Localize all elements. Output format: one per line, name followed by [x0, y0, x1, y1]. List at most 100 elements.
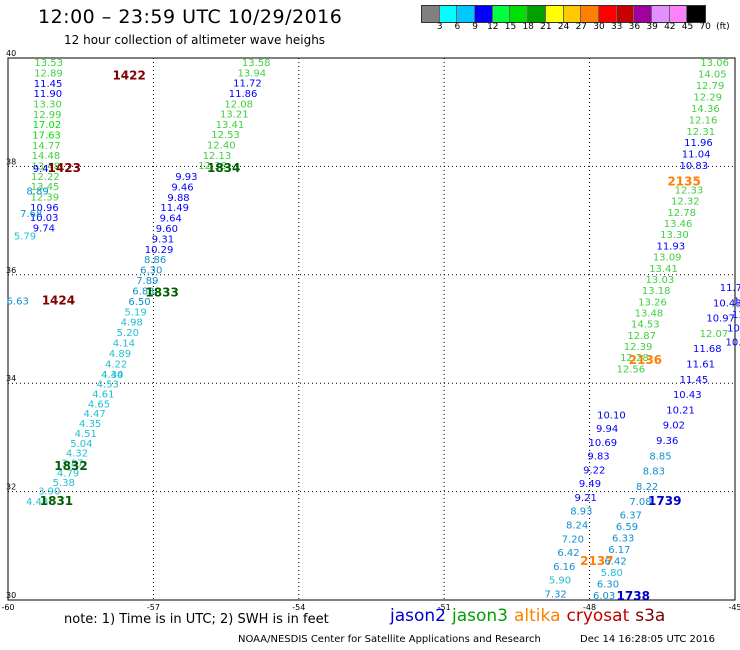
pass-time-label: 1423: [48, 161, 81, 175]
wave-height-value: 10.64: [726, 337, 740, 348]
wave-height-value: 5.19: [124, 307, 146, 318]
color-scale-label: 45: [681, 22, 694, 32]
wave-height-value: 6.30: [140, 266, 162, 277]
wave-height-value: 10.43: [673, 390, 702, 401]
wave-height-value: 8.24: [566, 520, 588, 531]
wave-height-value: 4.79: [57, 468, 79, 479]
wave-height-value: 10.97: [706, 314, 735, 325]
wave-height-value: 6.83: [132, 286, 154, 297]
wave-height-value: 12.08: [224, 99, 253, 110]
wave-height-value: 13.30: [660, 230, 689, 241]
pass-time-label: 1833: [145, 285, 178, 299]
wave-height-value: 9.83: [587, 452, 609, 463]
wave-height-value: 10.69: [589, 438, 618, 449]
wave-height-value: 11.96: [684, 138, 713, 149]
color-swatch: [439, 6, 458, 22]
wave-height-value: 12.13: [203, 151, 232, 162]
wave-height-value: 9.31: [152, 234, 174, 245]
wave-height-value: 3.90: [38, 486, 60, 497]
color-swatch: [563, 6, 582, 22]
y-tick-label: 32: [6, 483, 16, 492]
wave-height-value: 4.22: [105, 359, 127, 370]
wave-height-value: 4.14: [113, 339, 135, 350]
x-tick-label: -51: [438, 603, 451, 612]
wave-height-value: 3.87: [61, 458, 83, 469]
x-tick-label: -57: [147, 603, 160, 612]
wave-height-value: 13.45: [31, 182, 60, 193]
y-tick-label: 36: [6, 266, 16, 275]
wave-height-value: 14.05: [698, 70, 727, 81]
wave-height-value: 12.87: [627, 331, 656, 342]
wave-height-value: 12.32: [671, 197, 700, 208]
y-tick-label: 30: [6, 591, 16, 600]
satellite-legend: jason2 jason3 altika cryosat s3a: [390, 606, 671, 626]
wave-height-value: 11.49: [160, 203, 189, 214]
color-swatch: [510, 6, 529, 22]
wave-height-value: 13.94: [237, 68, 266, 79]
wave-height-value: 6.50: [128, 297, 150, 308]
credit-text: NOAA/NESDIS Center for Satellite Applica…: [238, 634, 541, 645]
wave-height-value: 12.38: [198, 161, 227, 172]
color-scale-bar: [421, 5, 706, 23]
wave-height-value: 13.41: [649, 264, 678, 275]
wave-height-value: 6.03: [593, 591, 615, 602]
wave-height-value: 9.94: [596, 424, 618, 435]
wave-height-value: 4.61: [92, 389, 114, 400]
wave-height-value: 6.42: [604, 557, 626, 568]
legend-entry-altika: altika: [514, 606, 561, 626]
color-scale-label: 30: [593, 22, 605, 32]
wave-height-value: 4.32: [66, 449, 88, 460]
wave-height-value: 12.39: [624, 342, 653, 353]
wave-height-value: 10.96: [30, 203, 59, 214]
wave-height-value: 9.60: [156, 224, 178, 235]
wave-height-value: 5.38: [53, 478, 75, 489]
wave-height-value: 12.33: [675, 186, 704, 197]
wave-height-value: 10.29: [145, 245, 174, 256]
color-swatch: [545, 6, 564, 22]
wave-height-value: 14.48: [32, 151, 61, 162]
wave-height-value: 5.04: [70, 439, 92, 450]
pass-time-label: 2137: [580, 554, 613, 568]
wave-height-value: 11.45: [680, 375, 709, 386]
color-swatch: [687, 6, 705, 22]
wave-height-value: 11.74: [720, 283, 740, 294]
legend-entry-jason3: jason3: [452, 606, 508, 626]
wave-height-value: 4.98: [121, 318, 143, 329]
color-scale-label: 39: [646, 22, 658, 32]
timestamp-text: Dec 14 16:28:05 UTC 2016: [580, 634, 715, 645]
wave-height-value: 12.56: [616, 364, 645, 375]
wave-height-value: 11.45: [34, 79, 63, 90]
wave-height-value: 7.68: [20, 209, 42, 220]
y-tick-label: 34: [6, 374, 16, 383]
wave-height-value: 7.20: [562, 534, 584, 545]
wave-height-value: 11.68: [693, 344, 722, 355]
plot-frame: [7, 57, 736, 601]
wave-height-value: 12.89: [34, 68, 63, 79]
legend-entry-jason2: jason2: [390, 606, 446, 626]
pass-time-label: 1424: [42, 294, 75, 308]
wave-height-value: 8.93: [570, 507, 592, 518]
wave-height-value: 9.49: [579, 479, 601, 490]
wave-height-value: 13.30: [33, 99, 62, 110]
wave-height-value: 12.40: [207, 141, 236, 152]
wave-height-value: 5.79: [14, 232, 36, 243]
wave-height-value: 8.85: [649, 451, 671, 462]
wave-height-value: 6.37: [620, 511, 642, 522]
pass-time-label: 1422: [112, 69, 145, 83]
wave-height-value: 5.90: [549, 576, 571, 587]
wave-height-value: 12.29: [693, 92, 722, 103]
color-scale-label: 42: [664, 22, 676, 32]
wave-height-value: 12.28: [620, 353, 649, 364]
color-swatch: [492, 6, 511, 22]
wave-height-value: 9.36: [656, 436, 678, 447]
wave-height-value: 9.41: [33, 164, 55, 175]
wave-height-value: 9.74: [33, 223, 55, 234]
wave-height-value: 13.06: [700, 58, 729, 69]
wave-height-value: 13.26: [638, 297, 667, 308]
color-swatch: [616, 6, 635, 22]
wave-height-value: 6.16: [553, 562, 575, 573]
wave-height-value: 6.42: [557, 548, 579, 559]
color-scale-label: 9: [472, 22, 478, 32]
color-swatch: [475, 6, 493, 22]
wave-height-value: 6.33: [612, 534, 634, 545]
